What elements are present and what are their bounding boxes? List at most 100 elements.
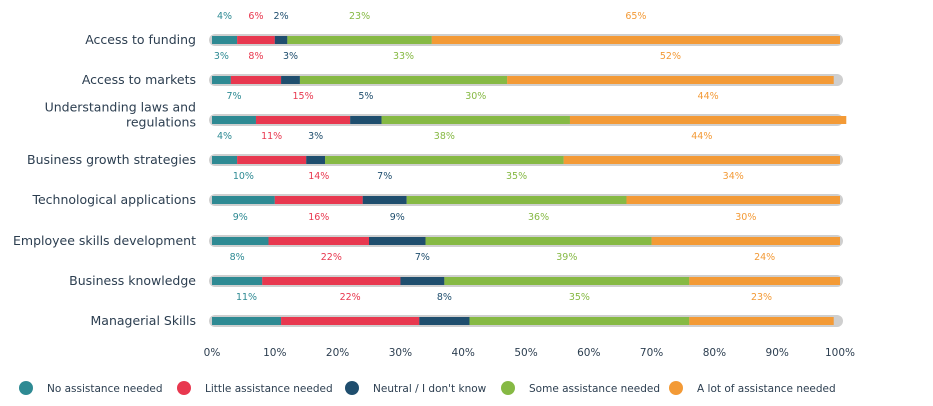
bar-segment [255,116,351,124]
legend-swatch [345,381,359,395]
x-tick-label: 100% [825,347,855,359]
bar-segment [212,36,238,44]
value-label: 35% [569,292,590,303]
value-label: 22% [340,292,361,303]
bar-segment [350,116,382,124]
value-label: 22% [321,252,342,263]
x-axis-ticks: 0% 10% 20% 30% 40% 50% 60% 70% 80% 90% 100% [204,347,855,359]
value-label: 7% [377,171,392,182]
value-label: 7% [226,91,241,102]
bar-segment [507,76,834,84]
bar-segment [212,196,275,204]
value-label: 11% [261,131,282,142]
value-label: 44% [691,131,712,142]
value-label: 24% [754,252,775,263]
value-label: 9% [233,212,248,223]
bar-segment [274,36,288,44]
bar-segment [262,277,401,285]
bar-segment [281,76,300,84]
legend-label: Little assistance needed [205,383,333,395]
bar-segment [212,156,238,164]
value-label: 39% [556,252,577,263]
category-labels-layer: Access to funding Access to markets Unders… [13,32,196,328]
value-label: 23% [349,11,370,22]
x-tick-label: 70% [640,347,663,359]
legend-swatch [19,381,33,395]
value-label: 8% [437,292,452,303]
category-label: regulations [126,115,196,130]
category-label: Access to funding [85,32,196,47]
value-label: 52% [660,51,681,62]
value-label: 10% [233,171,254,182]
bar-segment [274,196,363,204]
value-label: 4% [217,11,232,22]
bar-segment [569,116,847,124]
bar-segment [237,36,275,44]
bar-segment [212,76,231,84]
value-label: 38% [434,131,455,142]
value-label: 8% [230,252,245,263]
legend-label: Some assistance needed [529,383,660,395]
bar-segment [212,237,269,245]
value-label: 11% [236,292,257,303]
bar-segment [369,237,426,245]
legend-label: Neutral / I don't know [373,383,487,395]
value-label: 36% [528,212,549,223]
bar-segment [406,196,627,204]
bar-segment [381,116,570,124]
value-label: 30% [735,212,756,223]
value-label: 6% [248,11,263,22]
bar-segment [230,76,282,84]
bar-segment [469,317,690,325]
x-tick-label: 80% [703,347,726,359]
bar-segment [626,196,840,204]
value-label: 3% [308,131,323,142]
bar-segment [689,317,834,325]
bar-segment [287,36,432,44]
value-label: 2% [274,11,289,22]
value-label: 65% [625,11,646,22]
category-label: Business growth strategies [27,152,196,167]
x-tick-label: 50% [514,347,537,359]
value-label: 30% [465,91,486,102]
x-tick-label: 10% [263,347,286,359]
bar-segment [212,277,263,285]
x-tick-label: 90% [766,347,789,359]
value-label: 34% [723,171,744,182]
legend-label: A lot of assistance needed [697,383,836,395]
bar-segment [563,156,840,164]
value-label: 16% [308,212,329,223]
legend-label: No assistance needed [47,383,163,395]
bar-segment [281,317,420,325]
value-label: 14% [308,171,329,182]
bar-segment [299,76,508,84]
bar-segment [325,156,564,164]
legend-swatch [669,381,683,395]
x-tick-label: 0% [204,347,221,359]
value-label: 35% [506,171,527,182]
value-label: 9% [390,212,405,223]
bar-segment [362,196,407,204]
value-label: 3% [283,51,298,62]
bar-segment [444,277,690,285]
x-tick-label: 30% [389,347,412,359]
bar-segment [651,237,840,245]
x-tick-label: 20% [326,347,349,359]
value-label: 4% [217,131,232,142]
x-tick-label: 60% [577,347,600,359]
bar-segment [237,156,307,164]
bar-segment [419,317,470,325]
legend-swatch [177,381,191,395]
bar-segment [212,317,282,325]
value-label: 15% [292,91,313,102]
category-label: Understanding laws and [45,100,196,115]
bar-segment [431,36,840,44]
category-label: Access to markets [82,72,196,87]
legend-swatch [501,381,515,395]
value-label: 7% [415,252,430,263]
value-label: 33% [393,51,414,62]
category-label: Technological applications [31,192,196,207]
bar-segment [212,116,256,124]
bar-segment [268,237,369,245]
